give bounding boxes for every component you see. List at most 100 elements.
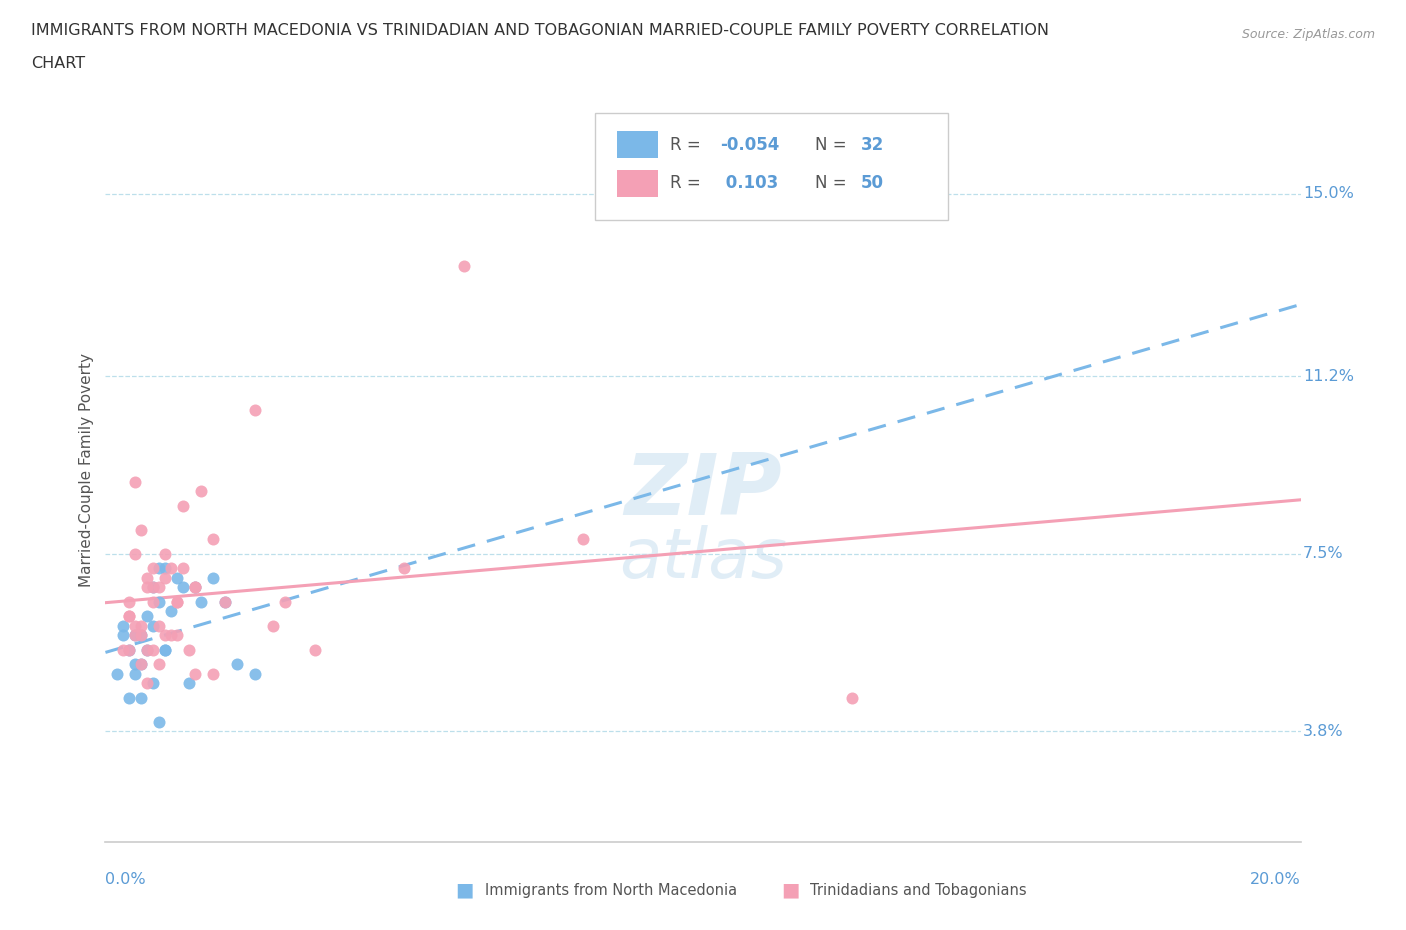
Point — [107, 666, 129, 681]
Text: Trinidadians and Tobagonians: Trinidadians and Tobagonians — [810, 883, 1026, 897]
Text: 7.5%: 7.5% — [1303, 546, 1344, 561]
Point — [129, 628, 153, 643]
Point — [392, 561, 416, 576]
Point — [153, 561, 177, 576]
Point — [160, 628, 183, 643]
Point — [243, 402, 266, 417]
Point — [112, 643, 135, 658]
Point — [214, 594, 236, 609]
Point — [129, 523, 153, 538]
Point — [142, 579, 165, 594]
Point — [129, 657, 153, 671]
Point — [153, 643, 177, 658]
Point — [453, 259, 475, 273]
Point — [184, 579, 207, 594]
Text: R =: R = — [669, 136, 706, 153]
Point — [190, 484, 212, 498]
Text: ZIP: ZIP — [624, 450, 782, 534]
Point — [172, 561, 194, 576]
Text: 3.8%: 3.8% — [1303, 724, 1344, 738]
Point — [142, 618, 165, 633]
Point — [148, 561, 170, 576]
Point — [225, 657, 249, 671]
Point — [572, 532, 595, 547]
Point — [262, 618, 284, 633]
Point — [118, 608, 141, 623]
Point — [148, 618, 170, 633]
Point — [118, 643, 141, 658]
Point — [184, 579, 207, 594]
Point — [160, 604, 183, 618]
Point — [124, 666, 146, 681]
Point — [166, 570, 188, 585]
Point — [118, 643, 141, 658]
Text: N =: N = — [815, 136, 852, 153]
Text: atlas: atlas — [619, 525, 787, 592]
Point — [136, 608, 159, 623]
Point — [153, 546, 177, 561]
Point — [166, 594, 188, 609]
Point — [136, 676, 159, 691]
Text: R =: R = — [669, 174, 706, 193]
Point — [184, 666, 207, 681]
Point — [202, 666, 225, 681]
Point — [841, 690, 863, 705]
Point — [304, 643, 326, 658]
Point — [118, 690, 141, 705]
Point — [112, 618, 135, 633]
Text: 0.103: 0.103 — [720, 174, 778, 193]
Point — [148, 657, 170, 671]
Point — [148, 594, 170, 609]
Point — [177, 676, 200, 691]
Point — [124, 618, 146, 633]
Point — [112, 628, 135, 643]
Text: 20.0%: 20.0% — [1250, 872, 1301, 887]
Text: 0.0%: 0.0% — [105, 872, 146, 887]
Point — [136, 579, 159, 594]
Point — [124, 474, 146, 489]
Point — [136, 643, 159, 658]
Point — [214, 594, 236, 609]
Point — [129, 690, 153, 705]
Point — [118, 594, 141, 609]
Text: 50: 50 — [860, 174, 884, 193]
Text: Immigrants from North Macedonia: Immigrants from North Macedonia — [485, 883, 737, 897]
Point — [124, 628, 146, 643]
Text: 11.2%: 11.2% — [1303, 368, 1354, 383]
Point — [129, 618, 153, 633]
Point — [273, 594, 295, 609]
FancyBboxPatch shape — [596, 113, 948, 220]
Point — [124, 546, 146, 561]
Text: Source: ZipAtlas.com: Source: ZipAtlas.com — [1241, 28, 1375, 41]
Point — [142, 579, 165, 594]
Point — [148, 714, 170, 729]
Point — [129, 657, 153, 671]
Point — [243, 666, 266, 681]
Point — [160, 561, 183, 576]
Text: ■: ■ — [780, 881, 800, 899]
Y-axis label: Married-Couple Family Poverty: Married-Couple Family Poverty — [79, 352, 94, 587]
Point — [202, 570, 225, 585]
Bar — [617, 170, 658, 196]
Text: CHART: CHART — [31, 56, 84, 71]
Point — [172, 579, 194, 594]
Text: 32: 32 — [860, 136, 884, 153]
Point — [129, 628, 153, 643]
Point — [166, 594, 188, 609]
Point — [172, 498, 194, 513]
Point — [142, 561, 165, 576]
Text: IMMIGRANTS FROM NORTH MACEDONIA VS TRINIDADIAN AND TOBAGONIAN MARRIED-COUPLE FAM: IMMIGRANTS FROM NORTH MACEDONIA VS TRINI… — [31, 23, 1049, 38]
Text: ■: ■ — [454, 881, 474, 899]
Point — [184, 579, 207, 594]
Point — [190, 594, 212, 609]
Point — [148, 579, 170, 594]
Point — [142, 594, 165, 609]
Point — [153, 643, 177, 658]
Text: 15.0%: 15.0% — [1303, 186, 1354, 201]
Bar — [617, 131, 658, 158]
Text: -0.054: -0.054 — [720, 136, 779, 153]
Point — [136, 570, 159, 585]
Point — [118, 608, 141, 623]
Point — [124, 657, 146, 671]
Point — [124, 628, 146, 643]
